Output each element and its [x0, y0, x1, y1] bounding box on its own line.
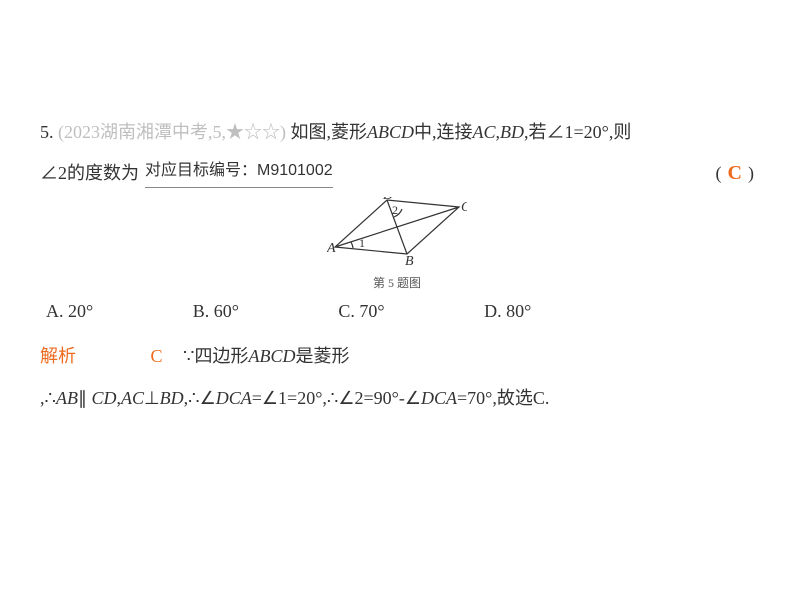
answer-letter: C — [722, 155, 748, 191]
question-source: (2023湖南湘潭中考,5,★☆☆) — [58, 122, 286, 142]
explanation-choice: C — [151, 346, 163, 366]
q-line2-prefix: ∠2的度数为 — [40, 157, 139, 189]
q-text-1: 如图,菱形 — [291, 122, 368, 142]
exp-abcd: ABCD — [248, 346, 295, 366]
rhombus-diagram: A B C D 1 2 — [327, 197, 467, 267]
exp-bd: BD — [160, 388, 184, 408]
option-d: D. 80° — [484, 301, 531, 322]
exp-ac: AC — [121, 388, 144, 408]
question-block: 5. (2023湖南湘潭中考,5,★☆☆) 如图,菱形ABCD中,连接AC,BD… — [0, 0, 794, 416]
vertex-a: A — [327, 241, 336, 256]
options-row: A. 20° B. 60° C. 70° D. 80° — [46, 301, 754, 322]
question-line-2: ∠2的度数为 对应目标编号：M9101002 ( C ) — [40, 155, 754, 191]
option-b: B. 60° — [193, 301, 239, 322]
angle-1-arc — [351, 242, 353, 248]
explanation-line-1: 解析 C ∵四边形ABCD是菱形 — [40, 338, 754, 374]
exp-parallel: ∥ — [78, 388, 87, 408]
exp-perp: ⊥ — [144, 388, 160, 408]
explanation-line-2: ,∴AB∥ CD,AC⊥BD,∴∠DCA=∠1=20°,∴∠2=90°-∠DCA… — [40, 380, 754, 416]
target-reference: 对应目标编号：M9101002 — [145, 157, 333, 188]
exp2-p4: =70°,故选C. — [457, 388, 549, 408]
q-text-2: 中,连接 — [414, 122, 473, 142]
exp-ab: AB — [56, 388, 78, 408]
exp-dca: DCA — [216, 388, 252, 408]
option-c: C. 70° — [338, 301, 384, 322]
question-number: 5. — [40, 122, 54, 142]
exp2-p3: =∠1=20°,∴∠2=90°-∠ — [252, 388, 421, 408]
q-text-3: ,若∠1=20°,则 — [524, 122, 631, 142]
diagram-caption: 第 5 题图 — [40, 274, 754, 291]
exp2-p2: ,∴∠ — [184, 388, 216, 408]
answer-parentheses: ( C ) — [716, 155, 754, 191]
explanation-label: 解析 — [40, 346, 76, 366]
diagram-container: A B C D 1 2 第 5 题图 — [40, 197, 754, 291]
exp-post: 是菱形 — [295, 346, 349, 366]
angle-label-2: 2 — [392, 203, 398, 217]
option-a: A. 20° — [46, 301, 93, 322]
label-ac: AC — [473, 122, 496, 142]
vertex-b: B — [405, 254, 414, 267]
label-abcd: ABCD — [367, 122, 414, 142]
exp-dca2: DCA — [421, 388, 457, 408]
label-bd: BD — [500, 122, 524, 142]
paren-right: ) — [748, 157, 754, 189]
angle-label-1: 1 — [359, 236, 365, 250]
exp-pre: ∵四边形 — [183, 346, 248, 366]
exp-cd: CD — [91, 388, 116, 408]
question-line-1: 5. (2023湖南湘潭中考,5,★☆☆) 如图,菱形ABCD中,连接AC,BD… — [40, 118, 754, 147]
vertex-c: C — [461, 200, 467, 215]
exp2-p1: ,∴ — [40, 388, 56, 408]
